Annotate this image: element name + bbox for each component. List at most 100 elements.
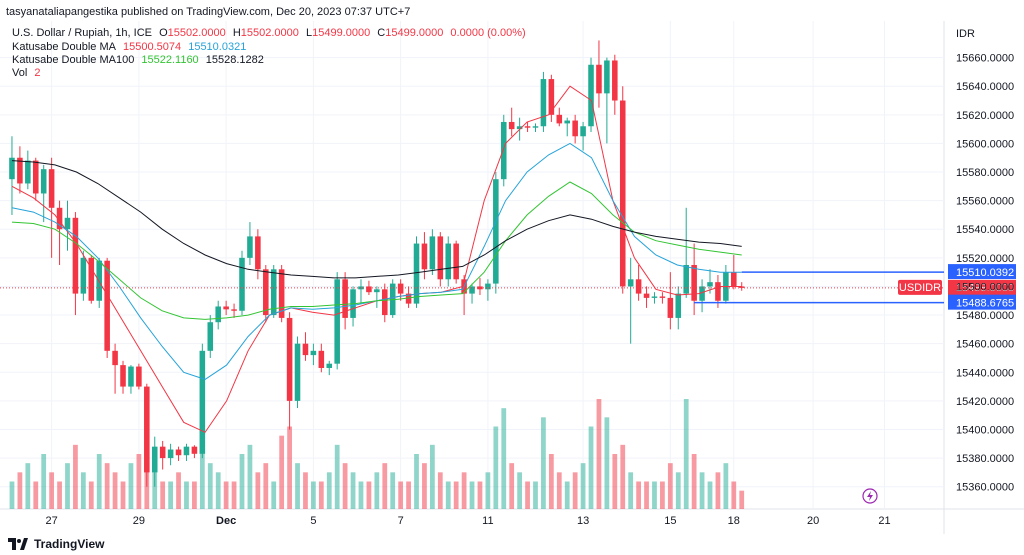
x-tick-label: 7: [398, 515, 404, 527]
volume-bar: [279, 435, 285, 509]
legend-ma100-row[interactable]: Katusabe Double MA100 15522.1160 15528.1…: [12, 54, 268, 66]
volume-bar: [493, 426, 499, 509]
candle-body: [128, 366, 134, 387]
candle-body: [564, 120, 570, 124]
candle-body: [508, 121, 515, 130]
legend-ma-row[interactable]: Katusabe Double MA 15500.5074 15510.0321: [12, 41, 250, 53]
candle-body: [167, 449, 174, 459]
candle-body: [516, 126, 523, 130]
price-chart[interactable]: USDIDR15499.000022:0815510.039215488.676…: [0, 21, 1024, 534]
candle-body: [183, 446, 190, 456]
legend-vol-row[interactable]: Vol 2: [12, 67, 44, 79]
candle-body: [738, 286, 745, 288]
candle-body: [715, 282, 721, 301]
last-price-value: 15499.0000: [956, 282, 1014, 294]
candle-body: [572, 120, 578, 137]
low-value: 15499.0000: [312, 27, 371, 39]
candle-body: [294, 343, 301, 401]
volume-bar: [509, 463, 515, 509]
symbol-tag: [898, 279, 942, 295]
volume-bar: [548, 454, 554, 509]
x-tick-label: 5: [310, 515, 316, 527]
lightning-icon[interactable]: [862, 488, 878, 504]
candle-body: [691, 265, 697, 301]
currency-label: IDR: [956, 28, 975, 40]
candle-body: [485, 283, 491, 290]
volume-bar: [25, 463, 31, 509]
volume-bar: [445, 481, 451, 509]
volume-bar: [739, 490, 745, 509]
volume-bar: [350, 472, 356, 509]
volume-bar: [33, 481, 39, 509]
candle-body: [286, 317, 293, 401]
candle-body: [80, 257, 87, 294]
candle-body: [580, 126, 586, 137]
volume-bar: [342, 463, 348, 509]
x-tick-label: 15: [664, 515, 676, 527]
candle-body: [707, 282, 713, 287]
candle-body: [231, 309, 237, 311]
y-tick-label: 15520.0000: [956, 253, 1014, 265]
candle-body: [667, 297, 674, 318]
volume-bar: [334, 444, 340, 509]
ma-line-4: [11, 160, 742, 279]
symbol-name: U.S. Dollar / Rupiah, 1h, ICE: [12, 27, 153, 39]
vol-indicator-name: Vol: [12, 67, 28, 79]
volume-bar: [303, 472, 308, 509]
ma-upper-value: 15510.0392: [956, 267, 1014, 279]
candle-body: [524, 126, 531, 128]
candle-body: [302, 343, 309, 356]
volume-bar: [437, 472, 443, 509]
candle-body: [263, 269, 269, 316]
volume-bar: [572, 472, 578, 509]
candle-body: [445, 243, 452, 280]
candle-body: [9, 157, 15, 180]
volume-bar: [223, 481, 229, 509]
candle-body: [405, 293, 412, 304]
candle-body: [270, 269, 277, 316]
candle-body: [469, 286, 475, 294]
ma-value-2: 15510.0321: [188, 41, 247, 53]
volume-bar: [604, 417, 610, 509]
volume-bar: [612, 454, 618, 509]
volume-bar: [453, 481, 459, 509]
volume-bar: [80, 472, 86, 509]
volume-bar: [215, 472, 221, 509]
volume-bar: [311, 481, 316, 509]
open-label: O: [159, 27, 168, 39]
volume-bar: [184, 481, 189, 509]
volume-bar: [406, 481, 411, 509]
candle-body: [175, 449, 182, 456]
candle-body: [643, 293, 650, 298]
ma-line-3: [11, 181, 742, 320]
footer-brand[interactable]: TradingView: [8, 535, 104, 553]
volume-bar: [271, 481, 277, 509]
y-tick-label: 15360.0000: [956, 482, 1014, 494]
candle-body: [104, 260, 110, 351]
y-tick-label: 15420.0000: [956, 396, 1014, 408]
volume-bar: [461, 472, 467, 509]
volume-bar: [41, 454, 47, 509]
volume-bar: [176, 472, 181, 509]
candle-body: [731, 272, 737, 287]
open-value: 15502.0000: [167, 27, 226, 39]
candle-body: [413, 243, 420, 304]
candle-body: [540, 79, 547, 127]
candle-body: [588, 64, 594, 127]
volume-bar: [104, 463, 110, 509]
volume-bar: [255, 472, 261, 509]
candle-body: [144, 386, 150, 473]
ma-upper-badge: [948, 264, 1016, 280]
candle-body: [366, 286, 372, 293]
candle-body: [548, 79, 555, 115]
volume-bar: [152, 472, 158, 509]
volume-bar: [715, 472, 721, 509]
high-label: H: [232, 27, 241, 39]
low-label: L: [305, 27, 313, 39]
candlesticks: [9, 40, 745, 487]
high-value: 15502.0000: [240, 27, 299, 39]
candle-body: [374, 289, 380, 293]
y-tick-label: 15380.0000: [956, 453, 1014, 465]
close-value: 15499.0000: [385, 27, 444, 39]
y-tick-label: 15660.0000: [956, 53, 1014, 65]
